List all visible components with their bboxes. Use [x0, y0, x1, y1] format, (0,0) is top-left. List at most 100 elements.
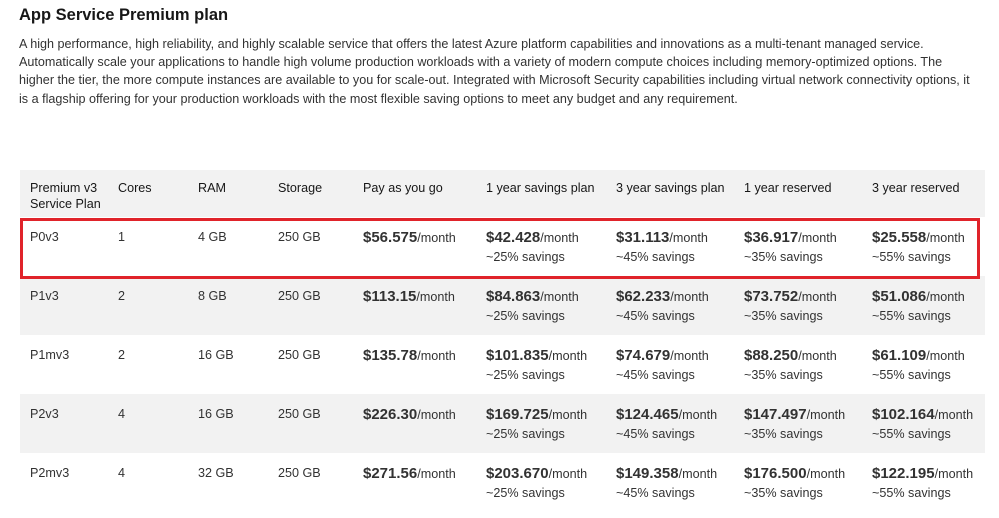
storage-value: 250 GB — [278, 407, 321, 421]
payg-price: $113.15/month — [363, 287, 455, 307]
payg-price: $226.30/month — [363, 405, 456, 425]
price-unit: /month — [548, 408, 588, 422]
price-unit: /month — [798, 231, 837, 245]
header-plan: Premium v3 Service Plan — [30, 180, 101, 212]
savings-text: ~45% savings — [616, 486, 695, 500]
price-unit: /month — [806, 408, 846, 422]
res1-price: $147.497/month ~35% savings — [744, 405, 845, 443]
price-amount: $135.78 — [363, 347, 418, 364]
price-unit: /month — [678, 467, 718, 481]
price-unit: /month — [934, 408, 974, 422]
price-amount: $51.086 — [872, 288, 927, 305]
res3-price: $61.109/month ~55% savings — [872, 346, 965, 384]
price-amount: $25.558 — [872, 229, 927, 246]
ram-value: 16 GB — [198, 407, 234, 421]
price-amount: $56.575 — [363, 229, 418, 246]
payg-price: $271.56/month — [363, 464, 456, 484]
sp3-price: $149.358/month ~45% savings — [616, 464, 717, 502]
price-unit: /month — [806, 467, 846, 481]
cores-value: 4 — [118, 466, 126, 480]
price-amount: $61.109 — [872, 347, 927, 364]
table-row: P2mv3 4 32 GB 250 GB $271.56/month $203.… — [20, 453, 985, 512]
price-amount: $169.725 — [486, 406, 549, 423]
price-amount: $149.358 — [616, 465, 679, 482]
savings-text: ~55% savings — [872, 250, 951, 264]
res3-price: $51.086/month ~55% savings — [872, 287, 965, 325]
sp1-price: $42.428/month ~25% savings — [486, 228, 579, 266]
sp3-price: $74.679/month ~45% savings — [616, 346, 709, 384]
price-amount: $122.195 — [872, 465, 935, 482]
price-unit: /month — [670, 349, 709, 363]
savings-text: ~35% savings — [744, 486, 823, 500]
sp1-price: $84.863/month ~25% savings — [486, 287, 579, 325]
plan-description: A high performance, high reliability, an… — [19, 37, 970, 106]
ram-value: 32 GB — [198, 466, 234, 480]
plan-name: P0v3 — [30, 230, 59, 244]
sp1-price: $101.835/month ~25% savings — [486, 346, 587, 384]
price-unit: /month — [678, 408, 718, 422]
cores-value: 2 — [118, 348, 126, 362]
storage-value: 250 GB — [278, 348, 321, 362]
sp1-price: $203.670/month ~25% savings — [486, 464, 587, 502]
price-amount: $203.670 — [486, 465, 549, 482]
savings-text: ~35% savings — [744, 309, 823, 323]
header-plan-line1: Premium v3 — [30, 181, 98, 195]
res1-price: $176.500/month ~35% savings — [744, 464, 845, 502]
savings-text: ~35% savings — [744, 368, 823, 382]
storage-value: 250 GB — [278, 289, 321, 303]
sp3-price: $31.113/month ~45% savings — [616, 228, 708, 266]
plan-name: P1mv3 — [30, 348, 70, 362]
savings-text: ~55% savings — [872, 486, 951, 500]
savings-text: ~35% savings — [744, 250, 823, 264]
header-ram: RAM — [198, 181, 226, 195]
price-amount: $124.465 — [616, 406, 679, 423]
sp3-price: $124.465/month ~45% savings — [616, 405, 717, 443]
price-amount: $147.497 — [744, 406, 807, 423]
ram-value: 4 GB — [198, 230, 227, 244]
ram-value: 16 GB — [198, 348, 234, 362]
price-amount: $31.113 — [616, 229, 670, 246]
table-row: P1mv3 2 16 GB 250 GB $135.78/month $101.… — [20, 335, 985, 394]
res3-price: $25.558/month ~55% savings — [872, 228, 965, 266]
price-unit: /month — [416, 290, 455, 304]
savings-text: ~25% savings — [486, 427, 565, 441]
savings-text: ~45% savings — [616, 309, 695, 323]
price-unit: /month — [417, 467, 456, 481]
sp1-price: $169.725/month ~25% savings — [486, 405, 587, 443]
table-header-row: Premium v3 Service Plan Cores RAM Storag… — [20, 170, 985, 217]
header-1yr-savings-plan: 1 year savings plan — [486, 181, 595, 195]
res1-price: $73.752/month ~35% savings — [744, 287, 837, 325]
price-amount: $88.250 — [744, 347, 799, 364]
price-unit: /month — [926, 349, 965, 363]
header-3yr-reserved: 3 year reserved — [872, 181, 960, 195]
table-row: P1v3 2 8 GB 250 GB $113.15/month $84.863… — [20, 276, 985, 335]
savings-text: ~45% savings — [616, 250, 695, 264]
pricing-table: Premium v3 Service Plan Cores RAM Storag… — [20, 170, 985, 512]
res3-price: $122.195/month ~55% savings — [872, 464, 973, 502]
header-cores: Cores — [118, 181, 152, 195]
price-unit: /month — [798, 290, 837, 304]
header-1yr-reserved: 1 year reserved — [744, 181, 832, 195]
price-unit: /month — [670, 290, 709, 304]
page-title: App Service Premium plan — [19, 6, 229, 24]
savings-text: ~25% savings — [486, 309, 565, 323]
price-amount: $42.428 — [486, 229, 541, 246]
res1-price: $36.917/month ~35% savings — [744, 228, 837, 266]
payg-price: $56.575/month — [363, 228, 456, 248]
price-unit: /month — [417, 231, 456, 245]
savings-text: ~45% savings — [616, 368, 695, 382]
plan-name: P2v3 — [30, 407, 59, 421]
price-amount: $113.15 — [363, 288, 417, 305]
savings-text: ~25% savings — [486, 368, 565, 382]
price-unit: /month — [540, 290, 579, 304]
price-unit: /month — [548, 349, 588, 363]
price-unit: /month — [548, 467, 588, 481]
price-amount: $271.56 — [363, 465, 418, 482]
price-amount: $176.500 — [744, 465, 807, 482]
savings-text: ~55% savings — [872, 427, 951, 441]
ram-value: 8 GB — [198, 289, 227, 303]
price-amount: $84.863 — [486, 288, 541, 305]
res3-price: $102.164/month ~55% savings — [872, 405, 973, 443]
price-unit: /month — [926, 290, 965, 304]
price-amount: $101.835 — [486, 347, 549, 364]
